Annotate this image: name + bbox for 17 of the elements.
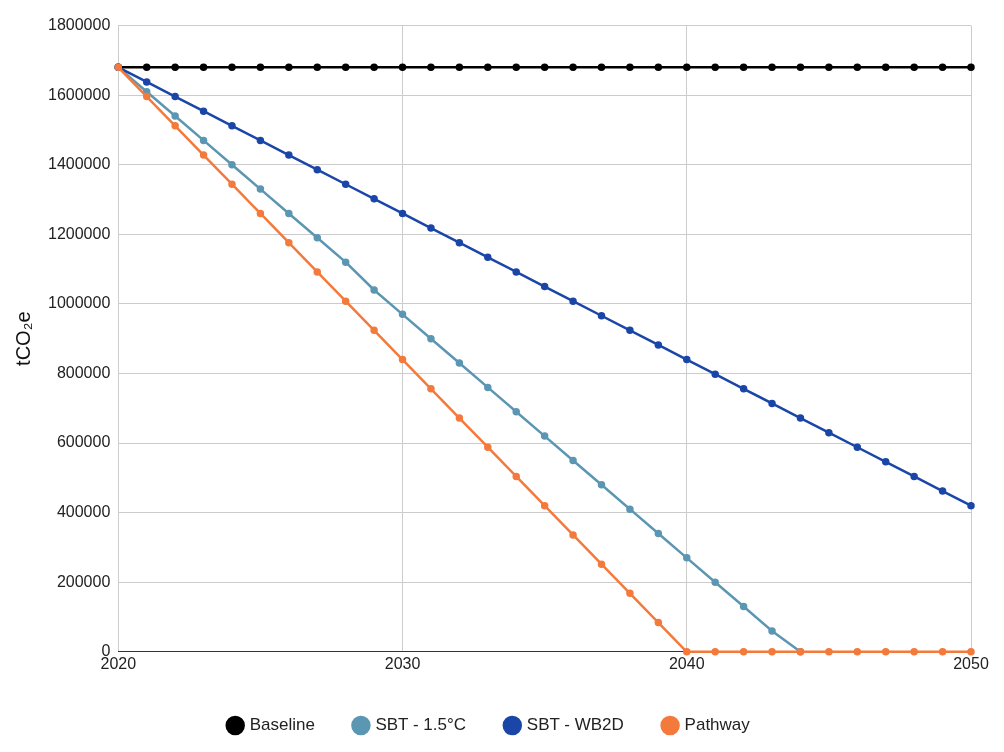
legend-label: Pathway [684,715,751,735]
legend-label: SBT - 1.5°C [375,715,466,735]
y-tick-label: 200000 [56,572,111,590]
x-tick-label: 2030 [384,654,421,672]
y-tick-label: 1200000 [47,224,111,242]
y-tick-label: 1000000 [47,294,111,312]
y-tick-label: 1400000 [47,155,111,173]
legend-label: Baseline [249,715,315,735]
y-tick-label: 400000 [56,503,111,521]
y-tick-label: 1600000 [47,85,111,103]
x-tick-label: 2050 [953,654,989,672]
x-tick-label: 2040 [668,654,705,672]
y-axis-title: tCO₂e [11,311,34,366]
legend-label: SBT - WB2D [526,715,624,735]
y-tick-label: 800000 [56,363,111,381]
y-tick-label: 1800000 [47,16,111,34]
y-tick-label: 600000 [56,433,111,451]
